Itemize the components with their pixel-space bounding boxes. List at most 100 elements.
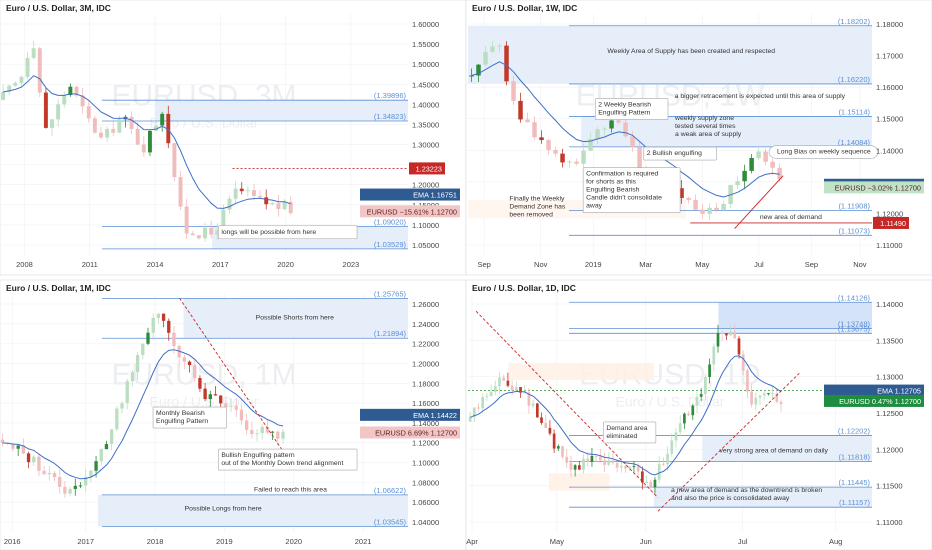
candle-body — [708, 364, 711, 377]
y-tick-label: 1.12000 — [876, 209, 903, 218]
candle-body — [777, 167, 782, 180]
note-text: Weekly Area of Supply has been created a… — [607, 48, 775, 55]
candle-body — [94, 461, 98, 471]
candle-body — [135, 355, 140, 373]
note-box[interactable] — [603, 421, 657, 444]
candle-body — [43, 92, 48, 128]
candle-body — [13, 82, 18, 86]
candle-body — [469, 75, 474, 77]
note-box[interactable] — [582, 167, 681, 213]
ema-line — [471, 61, 780, 198]
note-box[interactable] — [152, 406, 227, 429]
chart-panel-w1[interactable]: EURUSD, 1WEuro / U.S. Dollar(1.18202)(1.… — [465, 0, 932, 276]
candle-body — [742, 170, 747, 182]
x-tick-label: 2019 — [216, 537, 233, 546]
y-tick-label: 1.20000 — [412, 181, 439, 190]
level-label: (1.11818) — [838, 453, 870, 462]
x-tick-label: 2017 — [77, 537, 94, 546]
trend-line[interactable] — [657, 373, 800, 512]
note-text: Engulfing Pattern — [156, 418, 208, 425]
x-tick-label: Nov — [534, 260, 548, 269]
candle-body — [616, 120, 621, 123]
chart-panel-m1[interactable]: EURUSD, 1M Euro / U.S. Dollar (1.25765) (1.… — [0, 279, 467, 550]
candle-body — [733, 331, 737, 339]
y-tick-label: 1.40000 — [412, 100, 439, 109]
note-text: Finally the Weekly — [509, 196, 565, 203]
candle-body — [203, 388, 207, 400]
candle-body — [37, 48, 42, 93]
candle-body — [746, 370, 749, 392]
level-label: (1.06622) — [374, 486, 407, 495]
candle-body — [544, 422, 548, 428]
candle-body — [1, 92, 6, 100]
candle-body — [602, 128, 607, 130]
candle-body — [160, 113, 165, 126]
y-tick-label: 1.08000 — [412, 478, 439, 487]
note-text: longs will be possible from here — [221, 229, 316, 236]
y-tick-label: 1.16000 — [876, 83, 903, 92]
candle-body — [553, 150, 558, 154]
candle-body — [712, 346, 716, 365]
y-tick-label: 1.55000 — [412, 40, 439, 49]
candle-body — [573, 465, 577, 470]
note-box[interactable] — [594, 98, 669, 120]
candle-body — [105, 128, 110, 138]
candle-body — [141, 343, 145, 356]
candle-body — [511, 81, 516, 101]
candle-body — [556, 446, 560, 449]
candle-body — [735, 181, 740, 186]
y-tick-label: 1.18000 — [412, 379, 439, 388]
candle-body — [497, 45, 502, 47]
candle-body — [687, 413, 690, 416]
y-tick-label: 1.05000 — [412, 241, 439, 250]
candle-body — [716, 332, 720, 347]
candle-body — [720, 332, 724, 334]
level-label: (1.12202) — [838, 426, 871, 435]
candle-body — [770, 161, 775, 168]
candle-body — [561, 446, 564, 457]
y-tick-label: 1.11000 — [876, 518, 903, 527]
note-box[interactable] — [218, 448, 358, 471]
y-tick-label: 1.11500 — [876, 482, 903, 491]
trend-line[interactable] — [475, 310, 659, 498]
level-label: (1.14126) — [838, 293, 871, 302]
candle-body — [115, 408, 119, 430]
candle-body — [565, 456, 569, 463]
candle-body — [737, 338, 741, 355]
y-tick-label: 1.22000 — [412, 340, 439, 349]
price-badge — [873, 216, 909, 229]
note-box[interactable] — [768, 145, 879, 159]
candle-body — [489, 391, 493, 397]
y-tick-label: 1.45000 — [412, 80, 439, 89]
note-box[interactable] — [643, 146, 717, 161]
y-tick-label: 1.10000 — [412, 459, 439, 468]
candle-body — [741, 354, 745, 371]
candle-body — [209, 227, 214, 235]
candle-body — [620, 466, 623, 468]
x-tick-label: Sep — [477, 260, 490, 269]
candle-body — [588, 138, 593, 151]
x-tick-label: May — [695, 260, 709, 269]
trend-line[interactable] — [734, 175, 784, 229]
x-tick-label: Nov — [853, 260, 867, 269]
note-box[interactable] — [218, 225, 358, 240]
candle-body — [686, 198, 691, 200]
y-tick-label: 1.04000 — [412, 518, 439, 527]
candle-body — [111, 128, 116, 133]
candle-body — [645, 482, 648, 484]
price-badge — [360, 408, 460, 421]
zone — [97, 494, 409, 527]
candle-body — [523, 392, 527, 394]
candle-body — [707, 207, 712, 214]
candle-body — [519, 387, 522, 393]
candle-body — [632, 466, 636, 468]
trend-line[interactable] — [179, 297, 286, 456]
candle-body — [569, 462, 573, 470]
candle-body — [239, 409, 244, 421]
chart-title: Euro / U.S. Dollar, 1M, IDC — [6, 283, 111, 293]
candle-body — [535, 403, 539, 418]
candle-body — [504, 45, 509, 82]
candle-body — [141, 144, 146, 153]
